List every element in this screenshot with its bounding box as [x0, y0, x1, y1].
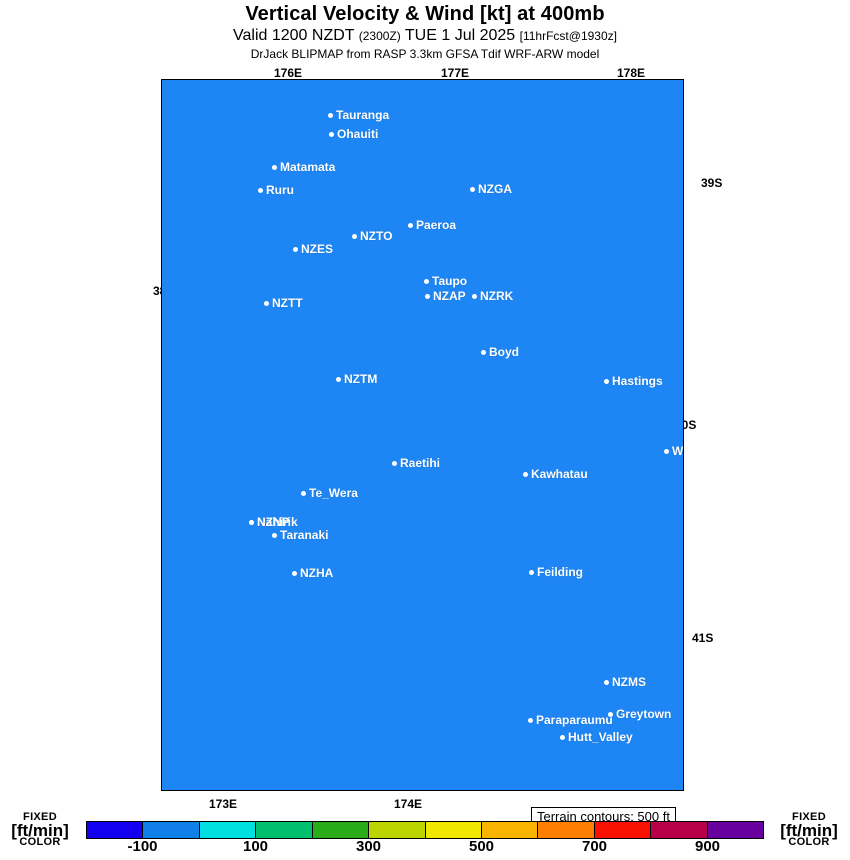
valid-time: Valid 1200 NZDT — [233, 27, 355, 44]
valid-time-line: Valid 1200 NZDT (2300Z) TUE 1 Jul 2025 [… — [0, 26, 850, 46]
page-title: Vertical Velocity & Wind [kt] at 400mb — [245, 3, 605, 25]
colorbar-swatch[interactable] — [424, 822, 481, 838]
lon-label-bottom: 173E — [209, 797, 238, 811]
valid-time-utc: (2300Z) — [358, 29, 401, 43]
colorbar-swatch[interactable] — [480, 822, 538, 838]
colorbar-tick: 100 — [242, 838, 269, 855]
colorbar-tick: -100 — [127, 838, 158, 855]
colorbar-swatch[interactable] — [706, 822, 764, 838]
fixed-color-right-line1: FIXED — [792, 811, 826, 823]
colorbar-tick-labels: -100 100 300 500 700 900 — [86, 838, 764, 858]
lat-label-right: 39S — [701, 176, 723, 190]
colorbar-tick: 300 — [355, 838, 382, 855]
fixed-color-label-left: FIXED [ft/min] COLOR — [0, 812, 80, 848]
forecast-map[interactable]: Tauranga Ohauiti Matamata Ruru NZGA Paeroa NZT… — [161, 79, 684, 791]
fixed-color-label-right: FIXED [ft/min] COLOR — [769, 812, 849, 848]
colorbar-swatch[interactable] — [198, 822, 256, 838]
colorbar-swatch[interactable] — [368, 822, 425, 838]
map-field-canvas — [162, 80, 683, 790]
fixed-color-left-line2: [ft/min] — [11, 821, 69, 840]
fixed-color-right-line3: COLOR — [788, 836, 830, 848]
fixed-color-right-line2: [ft/min] — [780, 821, 838, 840]
lon-label-top: 176E — [274, 66, 303, 80]
lat-label-right: 41S — [692, 631, 714, 645]
colorbar-tick: 500 — [468, 838, 495, 855]
valid-date: TUE 1 Jul 2025 — [404, 27, 516, 44]
colorbar-swatch[interactable] — [142, 822, 199, 838]
colorbar-swatch[interactable] — [593, 822, 651, 838]
map-vector-overlay — [162, 80, 683, 790]
lon-label-top: 178E — [617, 66, 646, 80]
colorbar-tick: 900 — [694, 838, 721, 855]
lon-label-bottom: 174E — [394, 797, 423, 811]
colorbar-swatch[interactable] — [311, 822, 369, 838]
forecast-tag: [11hrFcst@1930z] — [519, 29, 617, 43]
colorbar-swatch[interactable] — [255, 822, 312, 838]
colorbar-swatch[interactable] — [87, 822, 143, 838]
colorbar-swatch[interactable] — [537, 822, 594, 838]
colorbar-tick: 700 — [581, 838, 608, 855]
model-source: DrJack BLIPMAP from RASP 3.3km GFSA Tdif… — [250, 47, 600, 61]
chart-header: Vertical Velocity & Wind [kt] at 400mb V… — [0, 0, 850, 62]
colorbar[interactable] — [86, 821, 764, 839]
lon-label-top: 177E — [441, 66, 470, 80]
colorbar-swatch[interactable] — [650, 822, 707, 838]
fixed-color-left-line1: FIXED — [23, 811, 57, 823]
fixed-color-left-line3: COLOR — [19, 836, 61, 848]
